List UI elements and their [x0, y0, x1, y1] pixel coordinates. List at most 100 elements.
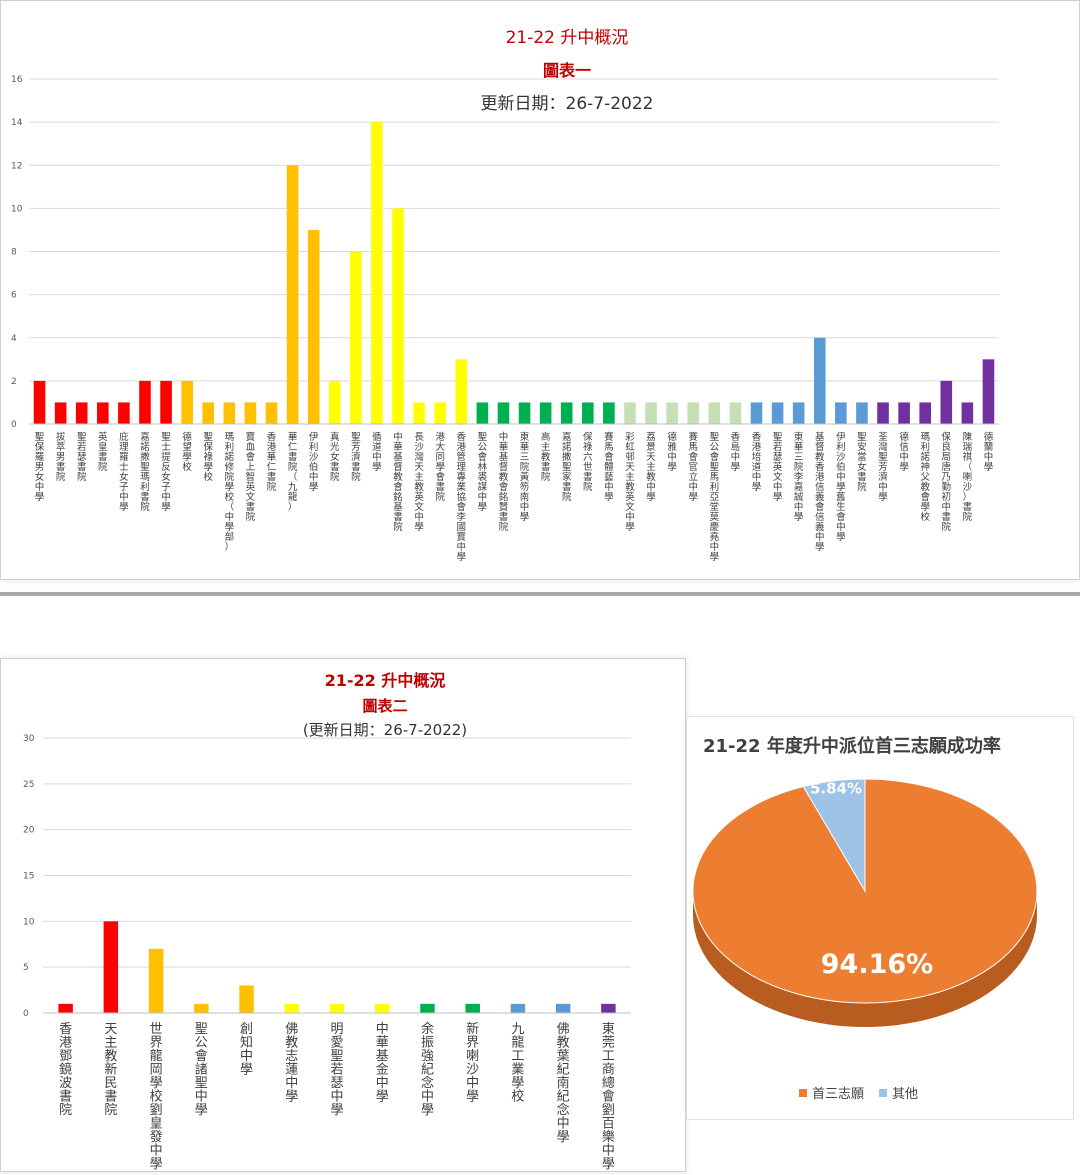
chart2-y-tick-label: 15 [23, 872, 34, 882]
legend-label-0: 首三志願 [812, 1087, 864, 1102]
chart1-bar [877, 402, 889, 424]
chart1-bar [286, 165, 299, 424]
chart2-y-tick-label: 20 [23, 826, 35, 836]
chart2-x-tick-label: 聖公會諸聖中學 [195, 1022, 208, 1118]
chart1-bar [97, 402, 109, 424]
chart1-x-tick-label: 英皇書院 [98, 431, 108, 473]
chart1-y-tick-label: 10 [11, 204, 23, 214]
legend-label-1: 其他 [892, 1087, 918, 1102]
chart1-y-tick-label: 4 [11, 334, 17, 344]
pie-data-label-1: 5.84% [810, 780, 862, 798]
chart1-x-tick-label: 東華三院李嘉誠中學 [794, 431, 804, 523]
chart1-x-tick-label: 寶血會上智英文書院 [246, 431, 256, 523]
chart1-x-tick-label: 賽馬會官立中學 [688, 431, 698, 503]
chart2-x-tick-label: 香港鄧鏡波書院 [59, 1022, 72, 1118]
chart2-x-tick-label: 創知中學 [240, 1022, 253, 1078]
chart2-x-tick-label: 余振強紀念中學 [421, 1021, 434, 1118]
chart1-bar [307, 229, 320, 424]
chart1-bar [223, 402, 236, 424]
chart1-x-tick-label: 嘉諾撒聖瑪利書院 [140, 431, 150, 513]
chart1-bar [856, 402, 868, 424]
chart1-x-tick-label: 彩虹邨天主教英文中學 [625, 432, 635, 533]
chart1-x-tick-label: 伊利沙伯中學舊生會中學 [836, 431, 846, 543]
chart1-x-tick-label: 聖芳濟書院 [351, 432, 361, 483]
chart1-x-tick-label: 中華基督教會銘賢書院 [499, 431, 509, 533]
chart2-y-tick-label: 0 [23, 1009, 29, 1019]
chart1-bar [497, 402, 510, 424]
chart2-bar [601, 1003, 616, 1013]
chart1-bar [560, 402, 573, 424]
chart-panel-2: 21-22 升中概況 圖表二 (更新日期：26-7-2022) 0 5 10 15 20 25 3… [0, 658, 686, 1172]
chart1-title: 21-22 升中概況 [506, 28, 629, 48]
chart1-x-tick-label: 真光女書院 [330, 431, 340, 483]
chart1-bar [265, 402, 278, 424]
chart2-update-date: (更新日期：26-7-2022) [303, 721, 467, 739]
chart1-x-tick-label: 香港管理專業協會李國寶中學 [457, 432, 467, 563]
chart2-x-tick-label: 佛教志蓮中學 [285, 1022, 298, 1105]
chart2-bar [194, 1003, 209, 1013]
chart-panel-1: 21-22 升中概況 圖表一 更新日期：26-7-2022 0 2 4 6 8 10 12 14 16… [0, 0, 1080, 580]
chart1-x-tick-label: 聖保祿學校 [203, 432, 213, 483]
chart1-y-tick-label: 14 [11, 118, 23, 128]
chart2-bar [374, 1003, 390, 1013]
chart1-x-tick-label: 中華基督教會銘基書院 [393, 431, 403, 533]
chart2-bar [465, 1003, 480, 1013]
chart2-y-tick-label: 30 [23, 734, 35, 744]
chart2-x-tick-label: 天主教新民書院 [104, 1022, 117, 1118]
chart1-x-tick-label: 香港培道中學 [752, 432, 762, 493]
chart1-bar [244, 402, 257, 424]
chart1-x-tick-label: 德望學校 [182, 431, 192, 473]
chart1-bar [139, 380, 151, 424]
chart1-bar [729, 402, 742, 424]
chart1-bar [982, 359, 995, 424]
chart1-bar [961, 402, 974, 424]
chart1-x-tick-label: 華仁書院（九龍） [288, 431, 298, 513]
chart2-bar [555, 1003, 571, 1013]
chart1-bar [75, 402, 88, 424]
chart1-x-tick-label: 東華三院黃笏南中學 [520, 431, 530, 523]
chart1-x-tick-label: 聖保羅男女中學 [35, 432, 45, 503]
chart2-bar [329, 1003, 345, 1013]
chart1-x-tick-label: 聖若瑟英文中學 [773, 432, 783, 503]
chart1-x-tick-label: 嘉諾撒聖家書院 [562, 431, 572, 503]
chart2-bar [510, 1003, 526, 1013]
chart1-bar [898, 402, 910, 424]
chart1-bar [350, 251, 362, 424]
chart1-x-tick-label: 長沙灣天主教英文中學 [414, 432, 424, 533]
chart1-x-tick-label: 陳瑞祺（喇沙）書院 [963, 432, 973, 523]
chart1-x-tick-label: 荔景天主教中學 [646, 431, 656, 503]
chart2-y-tick-label: 10 [23, 917, 35, 927]
chart2-x-tick-label: 九龍工業學校 [511, 1022, 524, 1105]
chart2-x-tick-label: 中華基金中學 [376, 1022, 389, 1105]
chart2-x-tick-label: 新界喇沙中學 [466, 1021, 479, 1105]
pie-side [693, 891, 1037, 1027]
chart1-bar [603, 402, 615, 424]
chart1-x-tick-label: 賽馬會體藝中學 [604, 431, 614, 503]
chart1-bar [771, 402, 784, 424]
chart1-bar [371, 122, 383, 424]
chart2-y-tick-label: 25 [23, 780, 34, 790]
section-divider [0, 592, 1080, 596]
chart1-x-tick-label: 循道中學 [372, 431, 382, 473]
chart1-bar [539, 402, 552, 424]
chart1-x-tick-label: 瑪利諾修院學校（中學部） [225, 432, 235, 553]
chart1-x-tick-label: 香島中學 [731, 432, 741, 473]
chart1-x-tick-label: 荃灣聖芳濟中學 [878, 431, 888, 503]
chart1-x-tick-label: 港大同學會書院 [435, 431, 445, 503]
legend-swatch-1 [879, 1089, 887, 1097]
chart1-bar [413, 402, 425, 424]
chart1-x-tick-label: 基督教香港信義會信義中學 [815, 431, 825, 553]
chart1-bar [645, 402, 657, 424]
chart2-bar [420, 1003, 435, 1013]
chart2-bar [239, 985, 254, 1013]
chart1-x-tick-label: 德蘭中學 [984, 431, 994, 473]
chart-panel-3: 21-22 年度升中派位首三志願成功率 94.16% 5.84% 首三志願 其他 [686, 716, 1074, 1120]
chart1-x-tick-label: 保祿六世書院 [583, 431, 593, 493]
chart1-bar [160, 380, 172, 424]
chart1-x-tick-label: 庇理羅士女子中學 [119, 431, 129, 513]
chart1-x-tick-label: 聖士提反女子中學 [161, 432, 171, 513]
chart1-x-tick-label: 伊利沙伯中學 [309, 431, 319, 493]
chart1-y-tick-label: 12 [11, 161, 22, 171]
chart2-x-tick-label: 世界龍岡學校劉皇發中學 [150, 1022, 163, 1171]
